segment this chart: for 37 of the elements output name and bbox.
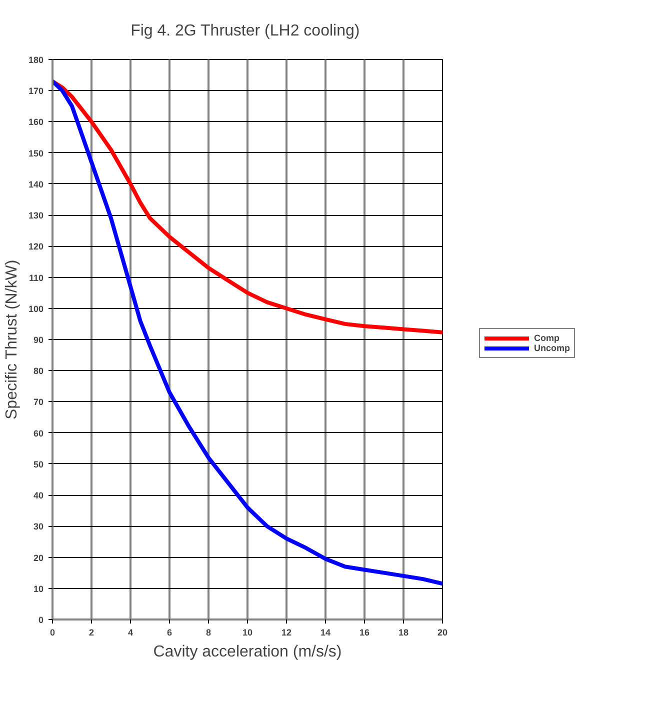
y-tick-label: 40 [33, 490, 44, 501]
y-tick-label: 180 [28, 55, 44, 65]
y-tick-label: 70 [33, 397, 44, 408]
y-tick-label: 30 [33, 522, 44, 532]
y-tick-label: 120 [28, 242, 44, 252]
y-tick-label: 140 [28, 179, 44, 190]
legend-label: Comp [534, 332, 560, 342]
y-tick-label: 130 [28, 210, 44, 221]
y-tick-label: 10 [33, 584, 44, 594]
legend-label: Uncomp [534, 342, 570, 352]
line-series [52, 79, 442, 586]
x-tick-label: 4 [128, 628, 134, 638]
y-tick-label: 100 [28, 304, 44, 314]
y-tick-label: 160 [28, 117, 44, 128]
x-tick-label: 18 [398, 628, 409, 638]
x-tick-label: 16 [359, 628, 370, 638]
x-tick-label: 20 [437, 628, 448, 638]
y-tick-label: 150 [28, 148, 44, 158]
x-tick-label: 14 [320, 628, 331, 638]
y-tick-label: 60 [33, 428, 44, 438]
chart-title: Fig 4. 2G Thruster (LH2 cooling) [130, 22, 360, 40]
x-tick-label: 0 [50, 628, 56, 638]
line-series [52, 79, 442, 334]
x-axis-title: Cavity acceleration (m/s/s) [153, 644, 342, 660]
y-tick-label: 20 [33, 552, 44, 563]
y-tick-label: 170 [28, 86, 44, 96]
y-tick-label: 50 [33, 459, 44, 470]
x-tick-label: 10 [242, 628, 253, 638]
y-tick-label: 90 [33, 335, 44, 345]
x-tick-label: 8 [206, 628, 212, 638]
y-tick-label: 80 [33, 366, 44, 376]
x-tick-label: 12 [281, 628, 292, 638]
y-tick-label: 0 [38, 615, 44, 625]
x-tick-label: 2 [88, 628, 94, 638]
y-tick-label: 110 [28, 272, 44, 283]
x-tick-label: 6 [166, 628, 172, 638]
y-axis-title: Specific Thrust (N/kW) [3, 260, 20, 420]
